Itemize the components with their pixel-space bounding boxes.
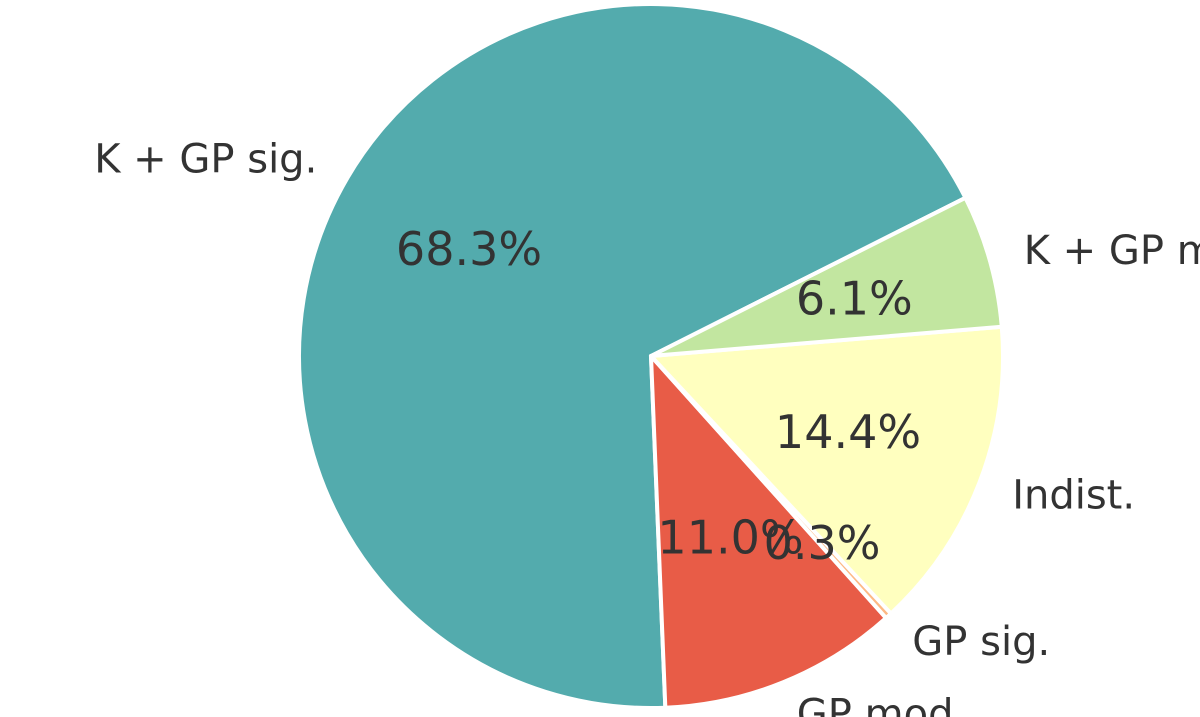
pie-category-label-5: K + GP mod. (1024, 228, 1200, 274)
pie-value-label-1: 68.3% (396, 222, 542, 276)
pie-value-label-3: 0.3% (764, 516, 881, 570)
pie-category-label-3: GP sig. (912, 619, 1050, 665)
pie-slice-5 (649, 195, 1004, 358)
pie-slice-2 (649, 354, 889, 710)
pie-value-label-4: 14.4% (775, 405, 921, 459)
pie-category-label-2: GP mod. (797, 692, 966, 717)
pie-category-label-4: Indist. (1012, 473, 1135, 519)
pie-value-label-5: 6.1% (796, 272, 913, 326)
pie-category-label-1: K + GP sig. (94, 137, 317, 183)
pie-labels: 68.3% K + GP sig. 11.0% GP mod. 0.3% GP sig. 1… (94, 137, 1200, 717)
pie-slices (297, 2, 1005, 710)
pie-slice-1 (297, 2, 968, 710)
pie-value-label-2: 11.0% (657, 511, 803, 565)
pie-slice-4 (649, 324, 1005, 616)
